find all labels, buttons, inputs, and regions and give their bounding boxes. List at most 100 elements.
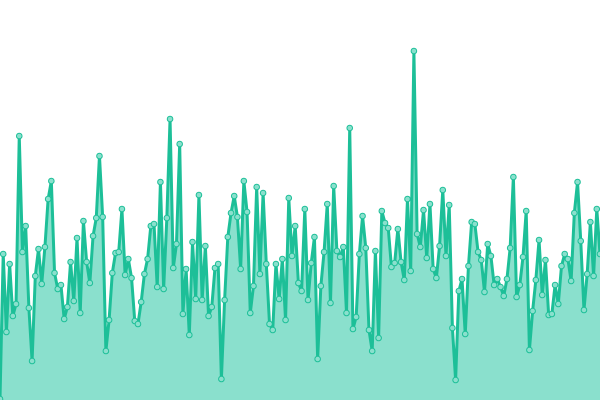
data-point bbox=[250, 282, 257, 290]
data-point bbox=[38, 280, 46, 288]
data-point bbox=[311, 233, 318, 241]
data-point bbox=[362, 244, 370, 252]
data-point bbox=[60, 315, 68, 323]
data-point bbox=[340, 243, 347, 251]
data-point bbox=[564, 255, 572, 263]
data-point bbox=[31, 272, 39, 280]
data-point bbox=[346, 124, 354, 132]
data-point bbox=[327, 299, 334, 307]
data-point bbox=[413, 230, 421, 238]
data-point bbox=[535, 236, 543, 244]
data-point bbox=[423, 254, 431, 262]
data-point bbox=[282, 316, 289, 324]
data-point bbox=[314, 355, 321, 363]
data-point bbox=[243, 208, 251, 216]
data-point bbox=[9, 312, 17, 320]
data-point bbox=[134, 320, 142, 328]
data-point bbox=[551, 281, 559, 289]
data-point bbox=[214, 260, 222, 268]
data-point bbox=[372, 247, 379, 255]
data-point bbox=[150, 220, 158, 228]
data-point bbox=[458, 275, 466, 283]
data-point bbox=[465, 262, 472, 270]
data-point bbox=[128, 274, 135, 282]
data-point bbox=[519, 253, 527, 261]
data-point bbox=[567, 277, 575, 285]
data-point bbox=[176, 140, 183, 148]
data-point bbox=[307, 259, 315, 267]
data-point bbox=[57, 281, 65, 289]
data-point bbox=[266, 320, 273, 328]
data-point bbox=[477, 256, 485, 264]
data-points bbox=[0, 47, 600, 400]
data-point bbox=[189, 238, 196, 246]
data-point bbox=[439, 186, 447, 194]
data-point bbox=[490, 281, 498, 289]
data-point bbox=[304, 296, 312, 304]
data-point bbox=[92, 214, 100, 222]
data-point bbox=[343, 309, 350, 317]
data-point bbox=[593, 205, 600, 213]
data-point bbox=[163, 214, 171, 222]
data-point bbox=[73, 234, 81, 242]
data-point bbox=[333, 247, 341, 255]
data-point bbox=[359, 212, 366, 220]
data-point bbox=[596, 250, 600, 258]
data-point bbox=[182, 265, 190, 273]
data-point bbox=[384, 224, 392, 232]
data-point bbox=[429, 265, 437, 273]
data-point bbox=[397, 258, 405, 266]
data-point bbox=[6, 260, 13, 268]
data-point bbox=[246, 309, 254, 317]
data-point bbox=[410, 47, 418, 55]
data-point bbox=[532, 276, 540, 284]
data-point bbox=[19, 248, 26, 256]
data-point bbox=[195, 191, 203, 199]
data-point bbox=[548, 310, 556, 318]
data-point bbox=[83, 258, 90, 266]
data-point bbox=[404, 195, 411, 203]
data-point bbox=[571, 209, 578, 217]
data-point bbox=[89, 232, 97, 240]
data-point bbox=[179, 310, 187, 318]
data-point bbox=[484, 240, 492, 248]
data-point bbox=[125, 255, 132, 263]
data-point bbox=[291, 222, 299, 230]
data-point bbox=[198, 296, 206, 304]
data-point bbox=[41, 243, 49, 251]
data-point bbox=[25, 304, 33, 312]
data-point bbox=[259, 189, 267, 197]
data-point bbox=[0, 395, 4, 400]
data-point bbox=[445, 201, 453, 209]
data-point bbox=[86, 279, 94, 287]
data-point bbox=[558, 262, 565, 270]
data-point bbox=[263, 260, 270, 268]
data-point bbox=[368, 347, 376, 355]
data-point bbox=[471, 220, 479, 228]
data-point bbox=[574, 178, 581, 186]
data-point bbox=[227, 209, 235, 217]
data-point bbox=[22, 222, 29, 230]
data-point bbox=[157, 178, 164, 186]
data-point bbox=[320, 248, 328, 256]
data-point bbox=[433, 274, 440, 282]
data-point bbox=[516, 281, 524, 289]
data-point bbox=[237, 265, 244, 273]
data-point bbox=[0, 250, 7, 258]
data-point bbox=[561, 250, 569, 258]
data-point bbox=[494, 275, 501, 283]
data-point bbox=[202, 242, 209, 250]
data-point bbox=[108, 269, 116, 277]
data-point bbox=[44, 195, 52, 203]
data-point bbox=[554, 300, 562, 308]
data-point bbox=[436, 242, 443, 250]
data-point bbox=[391, 259, 398, 267]
data-point bbox=[356, 250, 363, 258]
data-point bbox=[48, 177, 55, 185]
data-point bbox=[137, 298, 145, 306]
data-point bbox=[583, 270, 591, 278]
data-point bbox=[400, 276, 408, 284]
data-point bbox=[186, 331, 193, 339]
data-point bbox=[15, 132, 23, 140]
